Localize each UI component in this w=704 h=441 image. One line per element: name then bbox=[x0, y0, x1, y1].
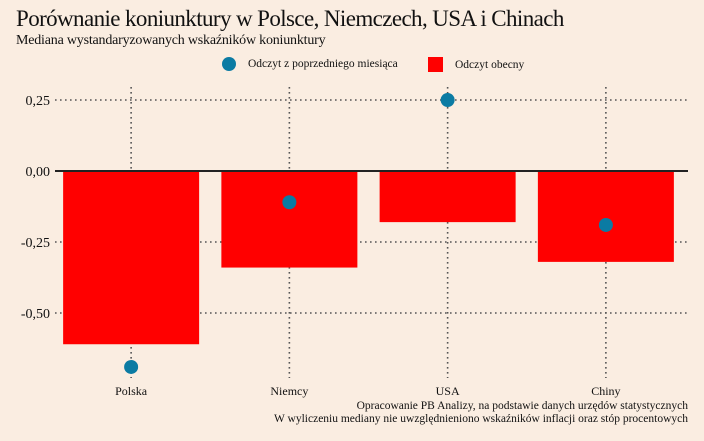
dot-polska bbox=[124, 359, 139, 374]
chart-subtitle: Mediana wystandaryzowanych wskaźników ko… bbox=[16, 33, 326, 48]
bar-chiny bbox=[537, 171, 674, 262]
y-tick-label: 0,00 bbox=[26, 165, 51, 180]
legend-label-current: Odczyt obecny bbox=[455, 58, 525, 71]
legend: Odczyt z poprzedniego miesiąca Odczyt ob… bbox=[0, 57, 704, 75]
bar-polska bbox=[63, 171, 200, 345]
dot-usa bbox=[440, 93, 455, 107]
x-tick-label: Chiny bbox=[591, 384, 620, 398]
source-note: Opracowanie PB Analizy, na podstawie dan… bbox=[274, 400, 688, 425]
legend-item-previous: Odczyt z poprzedniego miesiąca bbox=[222, 57, 398, 71]
dot-chiny bbox=[598, 217, 613, 232]
y-tick-label: -0,25 bbox=[21, 236, 50, 251]
x-tick-label: USA bbox=[436, 384, 460, 398]
y-tick-label: 0,25 bbox=[26, 94, 51, 109]
x-tick-label: Niemcy bbox=[270, 384, 308, 398]
source-line-1: Opracowanie PB Analizy, na podstawie dan… bbox=[356, 400, 688, 412]
chart-title: Porównanie koniunktury w Polsce, Niemcze… bbox=[16, 6, 564, 31]
dot-niemcy bbox=[282, 195, 297, 210]
bar-usa bbox=[379, 171, 516, 223]
legend-dot-icon bbox=[222, 57, 236, 71]
bar-niemcy bbox=[221, 171, 358, 268]
source-line-2: W wyliczeniu mediany nie uwzględnieniono… bbox=[274, 412, 688, 425]
y-tick-label: -0,50 bbox=[21, 307, 50, 322]
legend-square-icon bbox=[428, 57, 443, 72]
legend-label-previous: Odczyt z poprzedniego miesiąca bbox=[248, 58, 398, 70]
x-tick-label: Polska bbox=[115, 384, 148, 398]
legend-item-current: Odczyt obecny bbox=[428, 57, 524, 72]
